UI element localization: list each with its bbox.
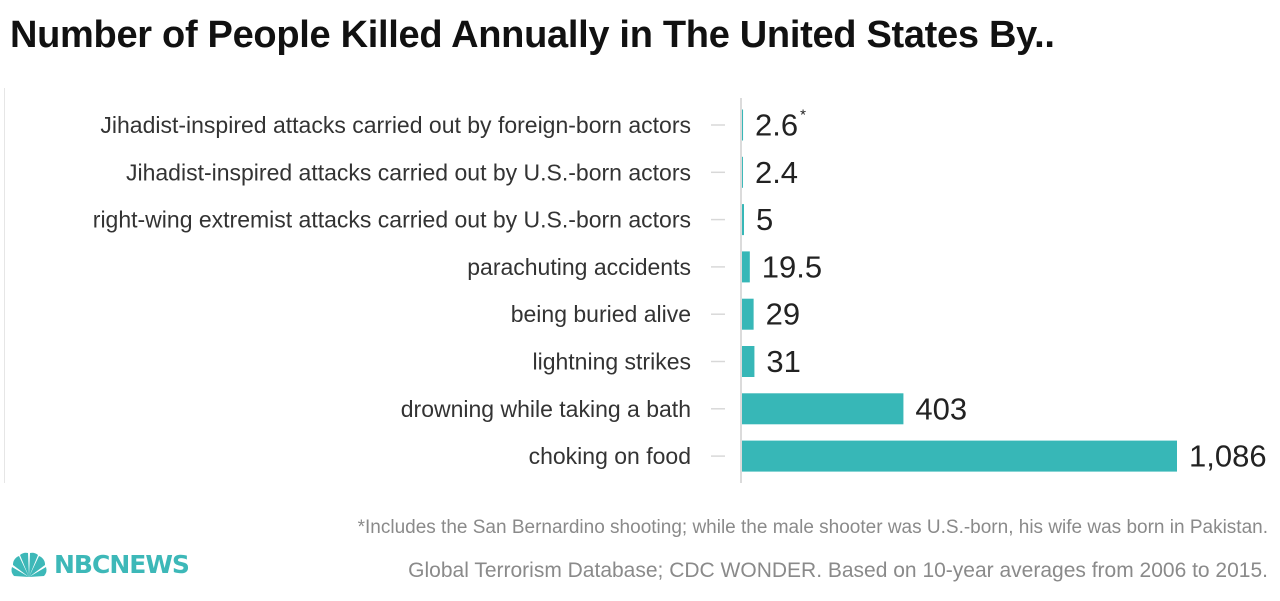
chart-title: Number of People Killed Annually in The …	[10, 14, 1055, 56]
value-label: 31	[766, 344, 800, 379]
bar-chart: Jihadist-inspired attacks carried out by…	[93, 98, 1267, 483]
value-label: 19.5	[762, 249, 822, 284]
value-label: 2.6	[755, 108, 798, 143]
bar	[742, 440, 1177, 472]
category-label: parachuting accidents	[467, 254, 691, 280]
chart-area: Jihadist-inspired attacks carried out by…	[4, 88, 1280, 483]
bar	[742, 156, 743, 188]
bar	[742, 109, 744, 141]
value-label: 5	[756, 202, 773, 237]
source-note: Global Terrorism Database; CDC WONDER. B…	[408, 559, 1268, 582]
logo-text: NBCNEWS	[54, 550, 190, 579]
value-label: 29	[766, 297, 800, 332]
footnote-marker: *	[800, 107, 806, 124]
category-label: choking on food	[529, 443, 691, 469]
category-label: drowning while taking a bath	[401, 396, 691, 422]
bar	[742, 346, 755, 377]
category-label: Jihadist-inspired attacks carried out by…	[100, 112, 691, 138]
value-label: 2.4	[755, 155, 798, 190]
category-label: right-wing extremist attacks carried out…	[93, 207, 691, 233]
bar	[742, 298, 754, 330]
value-label: 1,086	[1189, 439, 1267, 474]
category-label: lightning strikes	[532, 349, 691, 375]
footnote: *Includes the San Bernardino shooting; w…	[357, 517, 1268, 538]
value-label: 403	[915, 391, 967, 426]
category-label: Jihadist-inspired attacks carried out by…	[126, 159, 691, 185]
nbc-news-logo: NBCNEWS	[10, 550, 190, 579]
bar	[742, 251, 750, 283]
bar	[742, 393, 904, 425]
peacock-icon	[11, 552, 47, 577]
bar	[742, 204, 745, 236]
category-label: being buried alive	[511, 301, 691, 327]
